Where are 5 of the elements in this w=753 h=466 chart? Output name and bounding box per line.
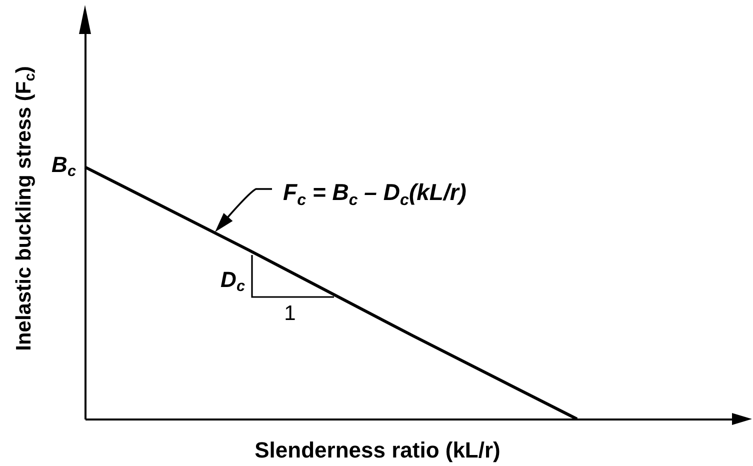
x-axis-title: Slenderness ratio (kL/r) bbox=[254, 438, 500, 462]
annotation: D$_{c}$ bbox=[220, 267, 246, 296]
annotation: 1 bbox=[284, 302, 296, 325]
text: B$_{c}$ bbox=[52, 152, 76, 180]
annotation: F$_{c}$ = B$_{c}$ – D$_{c}$(kL/r) bbox=[283, 179, 466, 209]
